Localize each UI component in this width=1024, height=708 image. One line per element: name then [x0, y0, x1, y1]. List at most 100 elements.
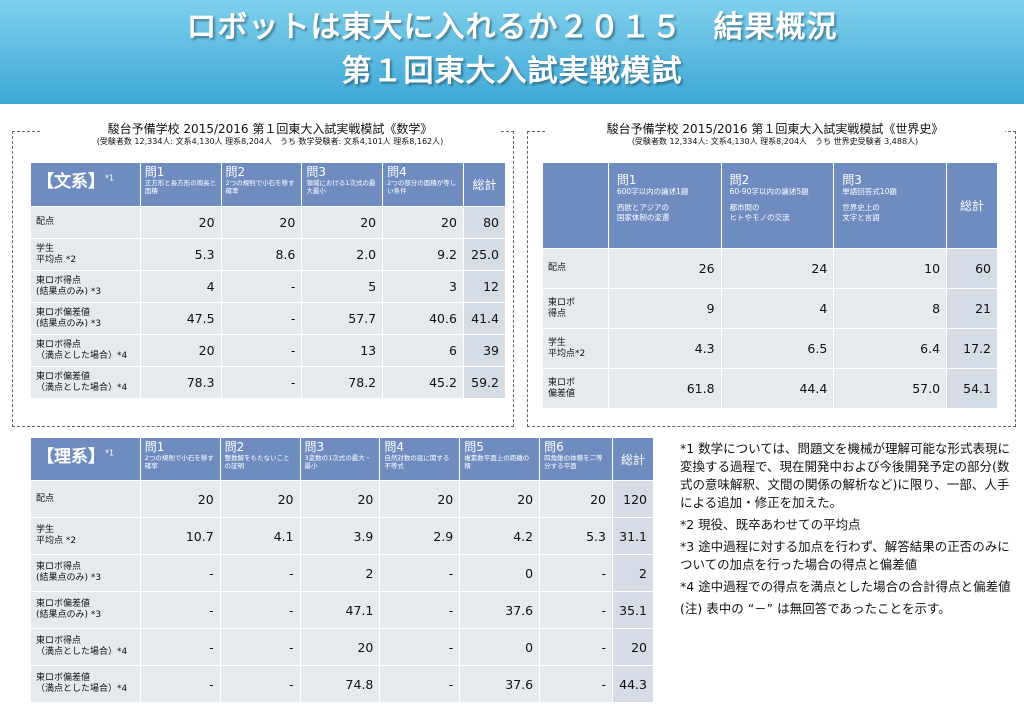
- value-cell: 2.9: [379, 517, 461, 555]
- value-cell: 20: [220, 206, 303, 239]
- value-cell: 44.4: [720, 368, 835, 409]
- history-total-header: 総計: [946, 162, 998, 249]
- table-row: 学生 平均点*2 4.3 6.5 6.4 17.2: [542, 328, 998, 369]
- row-label-line1: 東ロボ偏差値: [36, 371, 91, 382]
- row-label-line1: 東ロボ: [548, 297, 576, 308]
- rikei-q4-header: 問4 自然対数の底に関する不等式: [379, 437, 461, 481]
- value-cell: 2: [299, 554, 381, 592]
- math-bunkei-table: 【文系】*1 問1 正方形と長方形の周長と面積 問2 2つの規則で小石を移す確率 問…: [30, 162, 507, 399]
- math-title: 駿台予備学校 2015/2016 第１回東大入試実戦模試《数学》: [107, 122, 433, 136]
- value-cell: 9.2: [382, 238, 464, 271]
- value-cell: -: [379, 665, 461, 703]
- value-cell: -: [220, 334, 303, 367]
- total-cell: 54.1: [946, 368, 998, 409]
- value-cell: 20: [299, 628, 381, 666]
- table-row: 東ロボ 得点 9 4 8 21: [542, 288, 998, 329]
- value-cell: 20: [379, 480, 461, 518]
- row-label: 東ロボ得点 （満点とした場合）*4: [30, 628, 141, 666]
- row-label: 学生 平均点 *2: [30, 517, 141, 555]
- row-label: 学生 平均点*2: [542, 328, 609, 369]
- row-label-line2: （満点とした場合）*4: [36, 350, 128, 361]
- row-label-line1: 東ロボ偏差値: [36, 599, 91, 609]
- math-header: 駿台予備学校 2015/2016 第１回東大入試実戦模試《数学》 (受験者数 1…: [40, 122, 500, 147]
- value-cell: 13: [301, 334, 384, 367]
- value-cell: -: [219, 554, 301, 592]
- title-banner: ロボットは東大に入れるか２０１５ 結果概況 第１回東大入試実戦模試: [0, 0, 1024, 104]
- row-label-line2: （満点とした場合）*4: [36, 684, 128, 694]
- rikei-total-header: 総計: [611, 437, 655, 481]
- value-cell: 24: [720, 248, 835, 289]
- value-cell: 10: [833, 248, 948, 289]
- total-cell: 20: [611, 628, 655, 666]
- row-label: 東ロボ得点 （満点とした場合）*4: [30, 334, 141, 367]
- value-cell: 6: [382, 334, 464, 367]
- rikei-q3-header: 問3 3変数の1次式の最大・最小: [299, 437, 381, 481]
- value-cell: 20: [539, 480, 613, 518]
- row-label-line2: (結果点のみ) *3: [36, 318, 102, 329]
- footnotes: *1 数学については、問題文を機械が理解可能な形式表現に変換する過程で、現在開発…: [680, 440, 1015, 622]
- table-row: 東ロボ偏差値 （満点とした場合）*4- -74.8-37.6-44.3: [30, 665, 655, 703]
- value-cell: 78.2: [301, 366, 384, 399]
- value-cell: 4: [139, 270, 222, 303]
- bunkei-total-header: 総計: [462, 162, 507, 207]
- history-body: 配点 26 24 10 60 東ロボ 得点 9 4 8 21 学生 平均点*2 4.3 6.5 6.4 17.2…: [542, 248, 998, 409]
- footnote-4: *4 途中過程での得点を満点とした場合の合計得点と偏差値: [680, 579, 1011, 594]
- total-cell: 31.1: [611, 517, 655, 555]
- total-cell: 41.4: [462, 302, 507, 335]
- history-q1-header: 問1 600字以内の論述1題 西欧とアジアの 国家体制の変遷: [607, 162, 722, 249]
- history-q3-header: 問3 単語回答式10題 世界史上の 文字と言語: [833, 162, 948, 249]
- total-cell: 60: [946, 248, 998, 289]
- history-header: 駿台予備学校 2015/2016 第１回東大入試実戦模試《世界史》 (受験者数 …: [545, 122, 1005, 147]
- table-row: 配点 20 20 20 20 80: [30, 206, 507, 239]
- table-row: 東ロボ得点 (結果点のみ) *3- -2-0-2: [30, 554, 655, 592]
- row-label-line1: 学生: [36, 243, 55, 254]
- value-cell: -: [139, 665, 221, 703]
- value-cell: 37.6: [459, 665, 541, 703]
- history-table: 問1 600字以内の論述1題 西欧とアジアの 国家体制の変遷 問2 60-90字以内の論…: [542, 162, 998, 409]
- value-cell: 45.2: [382, 366, 464, 399]
- table-row: 配点 20 20 20 20 20 20 120: [30, 480, 655, 518]
- value-cell: 20: [299, 480, 381, 518]
- value-cell: -: [139, 591, 221, 629]
- row-label-line1: 東ロボ得点: [36, 339, 82, 350]
- rikei-q6-header: 問6 四角錐の体積を二等分する平面: [539, 437, 613, 481]
- row-label-line2: (結果点のみ) *3: [36, 286, 102, 297]
- row-label-line2: (結果点のみ) *3: [36, 610, 102, 620]
- value-cell: 4: [720, 288, 835, 329]
- value-cell: 47.5: [139, 302, 222, 335]
- row-label-line2: 平均点*2: [548, 348, 586, 359]
- row-label-line2: 偏差値: [548, 388, 576, 399]
- rikei-q1-header: 問1 2つの規則で小石を移す確率: [139, 437, 221, 481]
- value-cell: -: [379, 628, 461, 666]
- row-label: 東ロボ 偏差値: [542, 368, 609, 409]
- rikei-body: 配点 20 20 20 20 20 20 120 学生 平均点 *2 10.7 4.1 3.9 2.9 4.…: [30, 480, 655, 703]
- history-title: 駿台予備学校 2015/2016 第１回東大入試実戦模試《世界史》: [606, 122, 944, 136]
- total-cell: 17.2: [946, 328, 998, 369]
- bunkei-q1-header: 問1 正方形と長方形の周長と面積: [139, 162, 222, 207]
- value-cell: -: [220, 302, 303, 335]
- row-label-line1: 東ロボ: [548, 377, 576, 388]
- history-q2-header: 問2 60-90字以内の論述5題 都市間の ヒトやモノの交流: [720, 162, 835, 249]
- table-row: 学生 平均点 *2 5.3 8.6 2.0 9.2 25.0: [30, 238, 507, 271]
- value-cell: -: [379, 554, 461, 592]
- value-cell: 61.8: [607, 368, 722, 409]
- total-cell: 21: [946, 288, 998, 329]
- row-label: 東ロボ得点 (結果点のみ) *3: [30, 270, 141, 303]
- value-cell: 6.5: [720, 328, 835, 369]
- value-cell: -: [139, 554, 221, 592]
- total-cell: 80: [462, 206, 507, 239]
- value-cell: 3: [382, 270, 464, 303]
- row-label: 配点: [30, 206, 141, 239]
- value-cell: 4.3: [607, 328, 722, 369]
- value-cell: 10.7: [139, 517, 221, 555]
- value-cell: 74.8: [299, 665, 381, 703]
- total-cell: 25.0: [462, 238, 507, 271]
- total-cell: 59.2: [462, 366, 507, 399]
- value-cell: -: [379, 591, 461, 629]
- value-cell: 20: [382, 206, 464, 239]
- banner-title-line2: 第１回東大入試実戦模試: [341, 54, 683, 89]
- value-cell: -: [139, 628, 221, 666]
- value-cell: -: [539, 591, 613, 629]
- value-cell: 3.9: [299, 517, 381, 555]
- total-cell: 2: [611, 554, 655, 592]
